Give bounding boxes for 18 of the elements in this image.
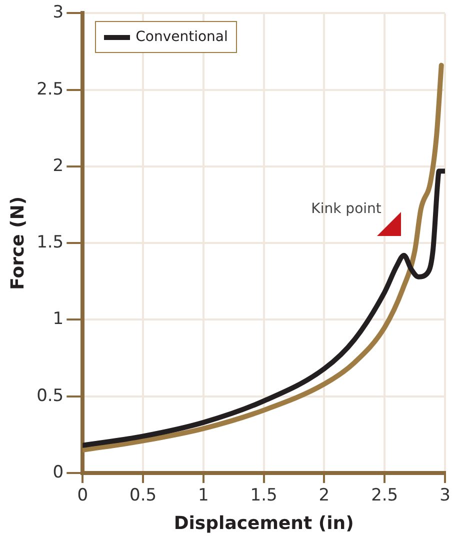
- y-tick-label: 2: [52, 156, 64, 176]
- y-axis-title: Force (N): [7, 196, 28, 290]
- x-tick-label: 3: [440, 486, 450, 506]
- y-tick-label: 1: [52, 309, 64, 330]
- x-tick-label: 0.5: [130, 486, 157, 506]
- y-tick-label: 2.5: [36, 79, 64, 100]
- x-tick-label: 1.5: [250, 486, 278, 506]
- legend-label: Conventional: [136, 29, 228, 46]
- x-axis-title: Displacement (in): [174, 512, 354, 534]
- y-tick-label: 0.5: [36, 386, 64, 406]
- x-tick-label: 2.5: [371, 486, 398, 506]
- y-tick-label: 3: [52, 2, 64, 23]
- x-tick-label: 2: [318, 486, 330, 506]
- y-tick-label: 0: [52, 462, 64, 482]
- x-tick-label: 0: [77, 486, 88, 506]
- y-tick-label: 1.5: [36, 232, 64, 253]
- annotation: Kink point: [311, 200, 382, 217]
- x-tick-label: 1: [198, 486, 209, 506]
